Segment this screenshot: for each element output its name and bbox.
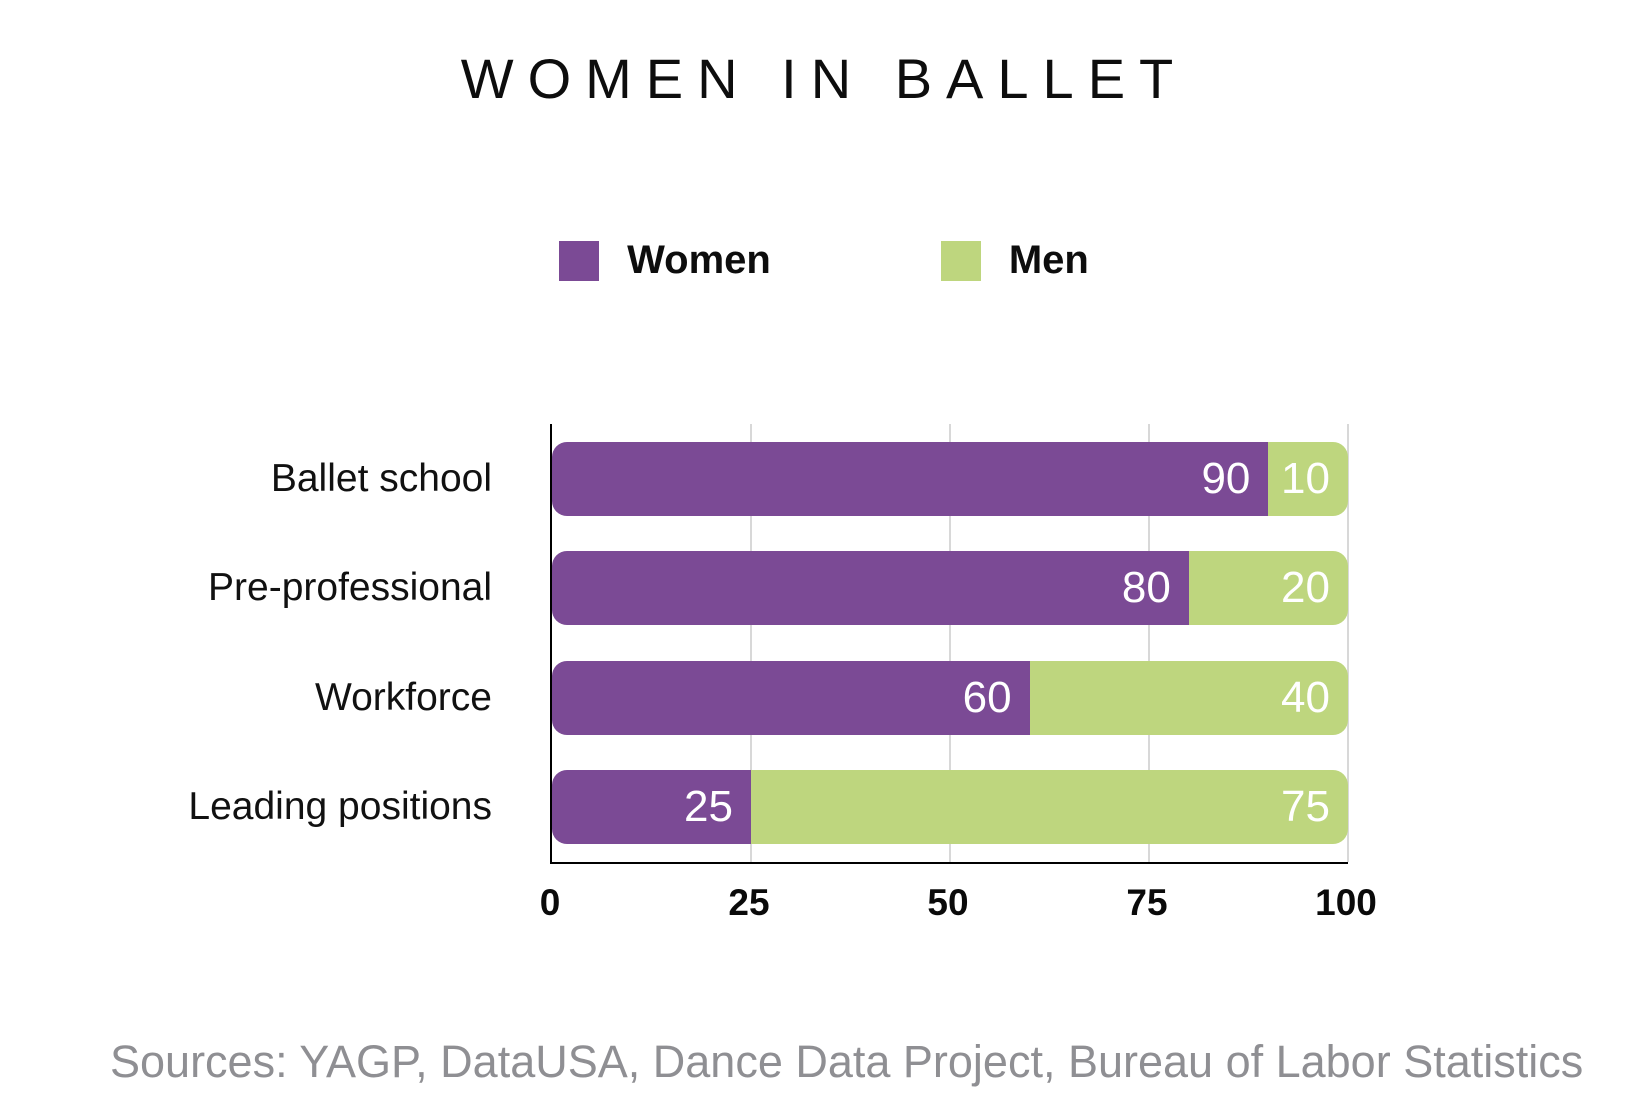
bar-value-label: 25 [684, 782, 733, 832]
legend-swatch-women [559, 240, 600, 281]
bar-segment-women: 25 [552, 770, 751, 845]
bar-segment-women: 60 [552, 660, 1030, 735]
x-tick-label: 50 [927, 882, 969, 923]
stacked-bar: 80 20 [552, 551, 1348, 626]
bar-segment-men: 40 [1029, 660, 1348, 735]
bar-value-label: 80 [1121, 563, 1171, 613]
stacked-bar: 90 10 [552, 441, 1348, 516]
bar-segment-men: 75 [751, 770, 1348, 845]
bar-segment-women: 80 [552, 551, 1189, 626]
stacked-bar: 60 40 [552, 660, 1348, 735]
legend-item-women: Women [559, 238, 771, 283]
legend-label-men: Men [1008, 238, 1089, 282]
gridline-100 [1347, 424, 1349, 862]
category-label: Ballet school [270, 456, 492, 500]
x-tick-label: 0 [539, 882, 561, 923]
bar-value-label: 90 [1201, 453, 1251, 503]
x-axis-ticks: 0 25 50 75 100 [540, 876, 1377, 932]
gridline-75 [1148, 424, 1150, 862]
legend-label-women: Women [627, 238, 771, 282]
bar-value-label: 10 [1281, 453, 1330, 503]
bar-segment-men: 20 [1188, 551, 1348, 626]
gridline-50 [949, 424, 951, 862]
x-tick-label: 75 [1126, 882, 1168, 923]
legend: Women Men [0, 238, 1648, 283]
bar-row: 60 40 [552, 643, 1348, 753]
bar-value-label: 40 [1281, 672, 1330, 722]
category-label: Workforce [315, 675, 492, 719]
bar-value-label: 75 [1281, 782, 1330, 832]
legend-item-men: Men [940, 238, 1089, 283]
x-tick-label: 25 [728, 882, 770, 923]
bar-row: 90 10 [552, 424, 1348, 534]
chart-title: WOMEN IN BALLET [460, 47, 1188, 110]
source-note: Sources: YAGP, DataUSA, Dance Data Proje… [110, 1036, 1584, 1087]
legend-swatch-men [940, 240, 981, 281]
x-tick-label: 100 [1315, 882, 1377, 923]
category-label: Pre-professional [208, 566, 492, 610]
category-label: Leading positions [188, 785, 492, 829]
bar-value-label: 60 [962, 672, 1012, 722]
chart: Ballet school Pre-professional Workforce Le… [0, 424, 1349, 864]
bar-value-label: 20 [1281, 563, 1330, 613]
bar-row: 80 20 [552, 534, 1348, 644]
bar-row: 25 75 [552, 753, 1348, 863]
bar-segment-men: 10 [1268, 441, 1348, 516]
gridline-25 [750, 424, 752, 862]
bar-segment-women: 90 [552, 441, 1269, 516]
stacked-bar: 25 75 [552, 770, 1348, 845]
plot-area: 90 10 80 20 60 40 25 75 [550, 424, 1349, 864]
category-labels: Ballet school Pre-professional Workforce Le… [0, 424, 550, 864]
